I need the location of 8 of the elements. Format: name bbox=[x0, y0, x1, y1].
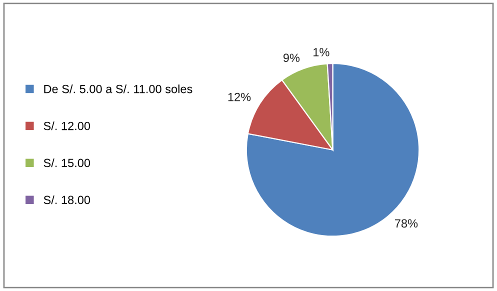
data-label: 78% bbox=[395, 219, 418, 228]
data-label: 1% bbox=[314, 48, 330, 56]
legend-label: S/. 15.00 bbox=[44, 158, 90, 168]
legend-label: De S/. 5.00 a S/. 11.00 soles bbox=[44, 84, 192, 94]
legend-label: S/. 18.00 bbox=[44, 195, 90, 204]
data-label: 9% bbox=[283, 54, 300, 62]
data-label: 12% bbox=[228, 92, 251, 102]
legend-label: S/. 12.00 bbox=[44, 122, 90, 130]
